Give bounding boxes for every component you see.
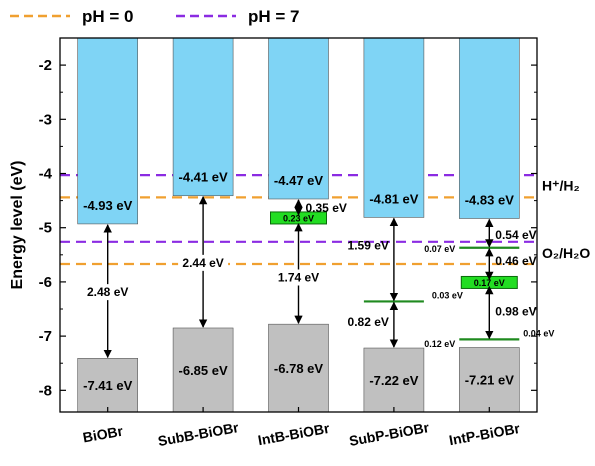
- y-tick-label-5: -6: [39, 274, 52, 291]
- defect-line-label-3: 0.07 eV: [424, 244, 455, 254]
- gap-label-9: 0.98 eV: [495, 305, 536, 319]
- cb-bar-5: [458, 37, 520, 219]
- vb-bar-5: [458, 347, 520, 413]
- redox-label-1: H⁺/H₂: [542, 177, 580, 193]
- vb-value-label-4: -7.22 eV: [369, 373, 418, 388]
- gap-label-5: 1.59 eV: [348, 239, 389, 253]
- x-tick-label-2: SubB-BiOBr: [157, 419, 241, 449]
- y-axis-label: Energy level (eV): [9, 161, 26, 290]
- cb-value-label-3: -4.47 eV: [274, 173, 323, 188]
- cb-bar-1: [77, 37, 138, 225]
- vb-value-label-3: -6.78 eV: [274, 361, 323, 376]
- text-labels: -4.93 eV -4.41 eV -4.47 eV -4.81 eV -4.83 eV…: [82, 170, 590, 393]
- legend-label-2: pH = 7: [248, 7, 300, 26]
- gap-label-3: 0.35 eV: [306, 201, 347, 215]
- x-tick-label-1: BiOBr: [82, 423, 125, 446]
- vb-bar-3: [268, 323, 329, 413]
- vb-value-label-1: -7.41 eV: [83, 378, 132, 393]
- defect-box-label-1: 0.23 eV: [283, 213, 314, 223]
- gap-label-2: 2.44 eV: [182, 256, 223, 270]
- y-tick-label-2: -3: [39, 111, 52, 128]
- y-tick-label-4: -5: [39, 220, 52, 237]
- gap-label-1: 2.48 eV: [87, 285, 128, 299]
- gap-label-6: 0.82 eV: [348, 315, 389, 329]
- redox-label-2: O₂/H₂O: [542, 245, 590, 261]
- cb-value-label-2: -4.41 eV: [179, 170, 228, 185]
- x-tick-label-5: IntP-BiOBr: [448, 420, 522, 448]
- gap-label-8: 0.46 eV: [495, 254, 536, 268]
- gap-label-7: 0.54 eV: [495, 228, 536, 242]
- vb-bar-4: [363, 347, 425, 413]
- y-tick-label-1: -2: [39, 57, 52, 74]
- vb-bar-2: [172, 327, 234, 413]
- gap-label-bg-1: [82, 284, 133, 301]
- cb-bar-4: [363, 37, 425, 218]
- legend: pH = 0 pH = 7: [10, 7, 300, 26]
- gap-arrows: [103, 195, 494, 359]
- y-tick-label-3: -4: [39, 166, 53, 183]
- y-tick-label-7: -8: [39, 382, 52, 399]
- defect-line-label-5: 0.04 eV: [523, 328, 554, 338]
- vb-value-label-5: -7.21 eV: [465, 373, 514, 388]
- legend-label-1: pH = 0: [82, 7, 134, 26]
- cb-value-label-4: -4.81 eV: [369, 191, 418, 206]
- vb-value-label-2: -6.85 eV: [179, 363, 228, 378]
- extra-label-1: 0.12 eV: [424, 339, 455, 349]
- cb-value-label-1: -4.93 eV: [83, 198, 132, 213]
- gap-label-bg-2: [178, 254, 229, 271]
- y-tick-label-6: -7: [39, 328, 52, 345]
- bars: 0.23 eV 0.17 eV: [77, 37, 520, 413]
- x-tick-label-3: IntB-BiOBr: [257, 420, 332, 448]
- vb-bar-1: [77, 358, 138, 413]
- x-tick-label-4: SubP-BiOBr: [348, 419, 431, 449]
- gap-label-4: 1.74 eV: [278, 270, 319, 284]
- gap-label-bg-4: [273, 269, 324, 286]
- defect-line-label-2: 0.03 eV: [432, 290, 463, 300]
- defect-box-label-4: 0.17 eV: [474, 278, 505, 288]
- cb-value-label-5: -4.83 eV: [465, 192, 514, 207]
- cb-bar-2: [172, 37, 234, 197]
